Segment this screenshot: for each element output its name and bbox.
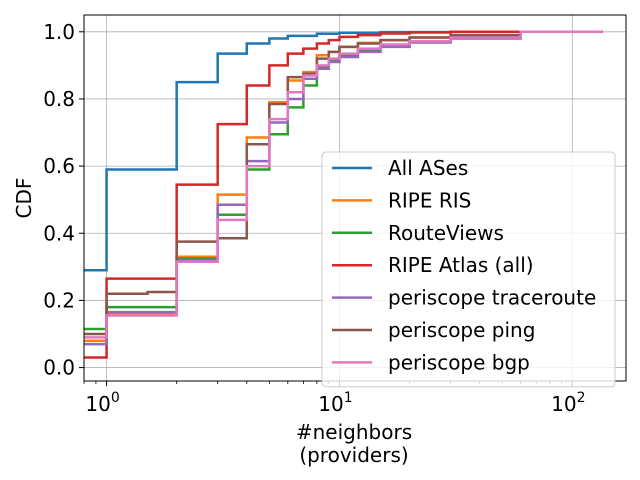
series-line xyxy=(84,30,603,339)
legend-label: periscope traceroute xyxy=(388,286,596,310)
x-axis-label: #neighbors xyxy=(296,420,412,444)
x-axis-label-subtitle: (providers) xyxy=(299,443,408,467)
y-tick-label: 0.4 xyxy=(43,221,75,245)
legend-label: RIPE Atlas (all) xyxy=(388,253,534,277)
y-tick-label: 0.0 xyxy=(43,356,75,380)
y-tick-label: 1.0 xyxy=(43,20,75,44)
legend-label: RouteViews xyxy=(388,221,504,245)
legend-label: periscope bgp xyxy=(388,350,530,374)
series-line xyxy=(84,30,603,359)
legend-label: All ASes xyxy=(388,156,468,180)
series-lines xyxy=(84,30,603,359)
legend-label: periscope ping xyxy=(388,318,535,342)
legend-label: RIPE RIS xyxy=(388,188,471,212)
y-tick-label: 0.6 xyxy=(43,154,75,178)
y-axis-label: CDF xyxy=(12,178,36,219)
y-tick-label: 0.2 xyxy=(43,288,75,312)
legend: All ASes RIPE RIS RouteViews RIPE Atlas (al… xyxy=(321,151,616,388)
y-tick-label: 0.8 xyxy=(43,87,75,111)
legend-box xyxy=(321,151,616,388)
